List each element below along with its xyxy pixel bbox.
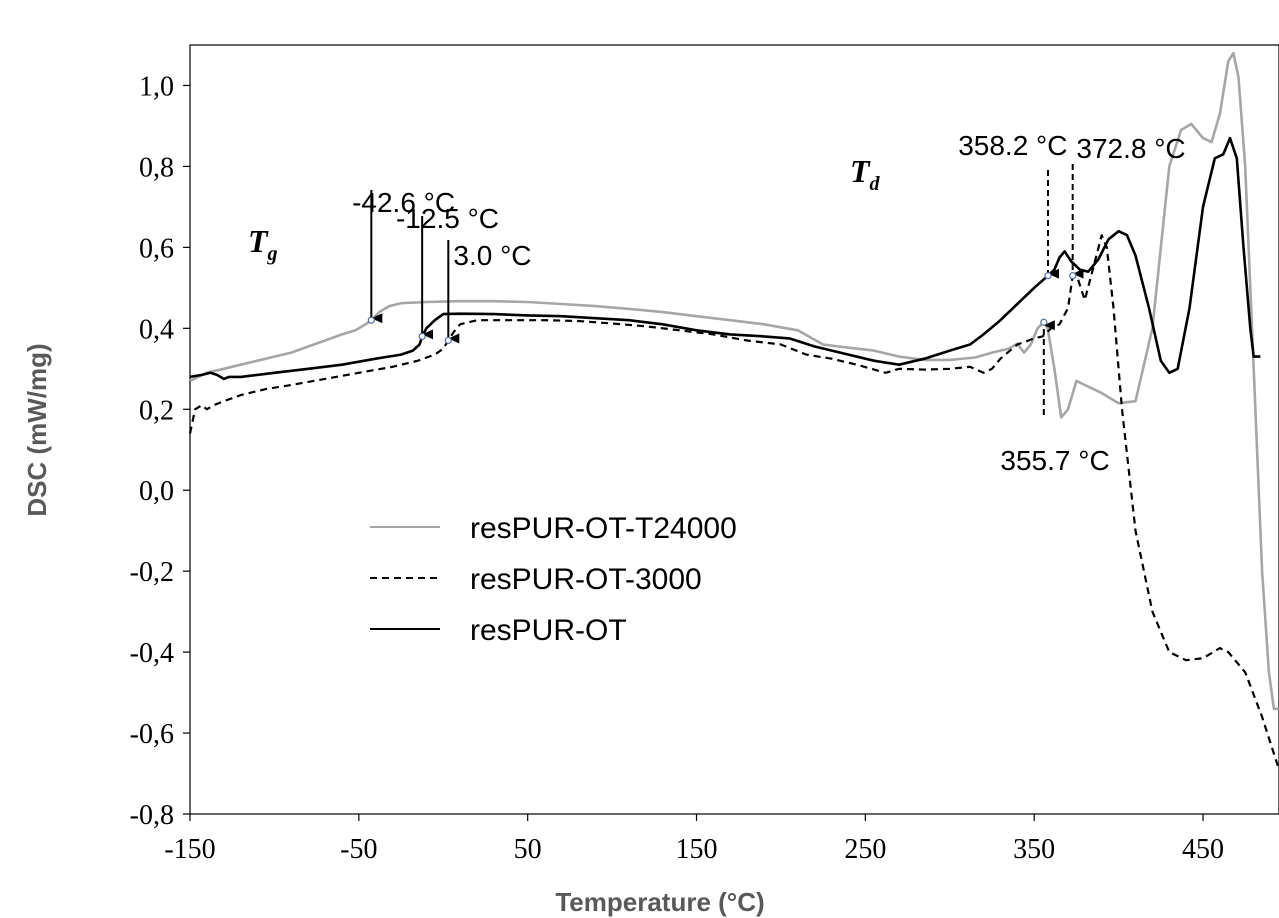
annotation-label: 372.8 °C xyxy=(1076,133,1185,164)
onset-marker xyxy=(1040,318,1048,326)
series-line-respur-ot xyxy=(189,136,1261,381)
onset-marker xyxy=(1044,272,1052,280)
series-layer xyxy=(188,51,1279,770)
x-tick-label: 450 xyxy=(1182,834,1224,865)
legend: resPUR-OT-T24000 resPUR-OT-3000 resPUR-O… xyxy=(370,512,737,647)
y-tick-label: 0,0 xyxy=(139,476,174,507)
y-tick-label: 1,0 xyxy=(139,71,174,102)
annotation-layer: -42.6 °C-12.5 °C 3.0 °C 358.2 °C 372.8 °C 35… xyxy=(352,130,1186,476)
onset-marker xyxy=(444,336,452,345)
x-tick-label: 150 xyxy=(676,834,718,865)
y-axis-ticks: 1,0 0,8 0,6 0,4 0,2 0,0 -0,2 -0,4 -0,6 -0,8 xyxy=(130,71,190,831)
legend-label-3000: resPUR-OT-3000 xyxy=(470,563,702,596)
td-symbol: Td xyxy=(850,153,881,195)
legend-label-respur-ot: resPUR-OT xyxy=(470,614,627,647)
legend-label-t24000: resPUR-OT-T24000 xyxy=(470,512,737,545)
y-tick-label: 0,4 xyxy=(139,314,174,345)
x-tick-label: 250 xyxy=(844,834,886,865)
y-tick-label: -0,4 xyxy=(130,638,174,669)
y-tick-label: -0,2 xyxy=(130,557,174,588)
x-axis-title: Temperature (°C) xyxy=(555,887,764,917)
annotation-label: -42.6 °C xyxy=(352,187,455,218)
onset-marker xyxy=(1069,272,1077,280)
onset-marker xyxy=(418,332,426,341)
tg-symbol: Tg xyxy=(248,223,278,265)
onset-marker xyxy=(367,316,375,324)
annotation-label: 3.0 °C xyxy=(453,240,531,271)
annotation-label: 355.7 °C xyxy=(1000,445,1109,476)
x-axis-ticks: -150 -50 50 150 250 350 450 xyxy=(164,814,1224,865)
y-tick-label: 0,6 xyxy=(139,233,174,264)
y-tick-label: -0,6 xyxy=(130,719,174,750)
series-line-respur-ot-t24000 xyxy=(189,51,1279,711)
series-line-respur-ot-3000 xyxy=(188,234,1279,770)
annotation-label: 358.2 °C xyxy=(958,130,1067,161)
x-tick-label: -150 xyxy=(164,834,215,865)
x-tick-label: 350 xyxy=(1013,834,1055,865)
y-tick-label: -0,8 xyxy=(130,800,174,831)
y-tick-label: 0,2 xyxy=(139,395,174,426)
y-axis-title: DSC (mW/mg) xyxy=(22,343,52,516)
y-tick-label: 0,8 xyxy=(139,152,174,183)
annotation-label: -12.5 °C xyxy=(396,203,499,234)
x-tick-label: -50 xyxy=(340,834,377,865)
x-tick-label: 50 xyxy=(514,834,542,865)
